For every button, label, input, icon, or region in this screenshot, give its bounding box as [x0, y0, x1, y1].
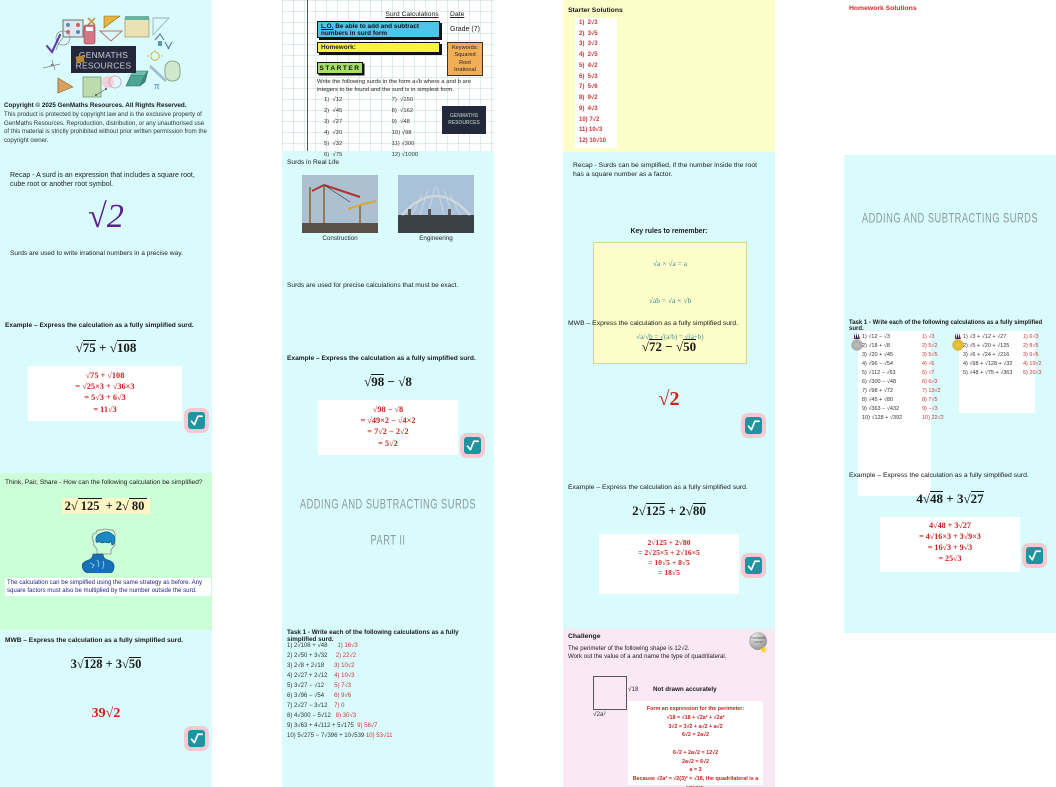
svg-text:π: π: [154, 80, 160, 92]
svg-text:RESOURCES: RESOURCES: [76, 61, 132, 71]
svg-text:GENMATHS: GENMATHS: [79, 50, 128, 60]
